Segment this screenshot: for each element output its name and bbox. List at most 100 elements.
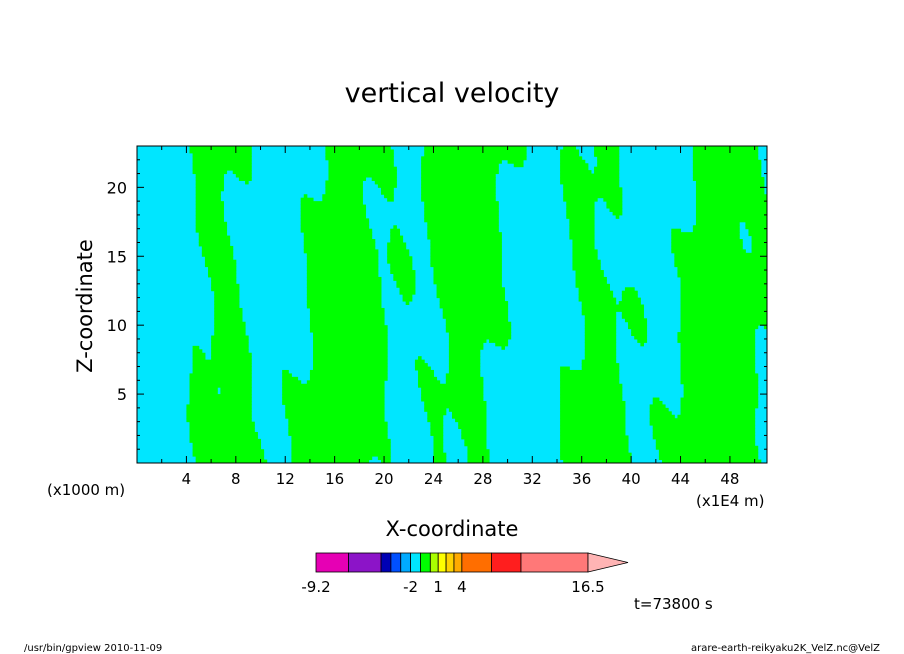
field-cell [300,221,370,226]
field-cell [433,438,444,443]
field-cell [192,159,252,164]
colorbar-segment [348,552,382,573]
colorbar-segment [491,552,522,573]
field-cell [584,325,617,330]
field-cell [186,407,252,412]
field-cell [418,356,422,361]
field-cell [572,266,601,271]
field-cell [430,259,502,264]
field-cell [621,297,641,302]
field-cell [452,411,487,416]
field-cell [745,225,767,230]
field-cell [390,266,413,271]
field-cell [680,404,759,409]
field-cell [680,373,759,378]
colorbar-segment [315,552,349,573]
field-cell [309,328,388,333]
field-cell [380,190,394,195]
field-cell [195,187,224,192]
field-cell [461,431,487,436]
field-cell [674,256,767,261]
field-cell [195,180,224,185]
field-cell [445,318,509,323]
field-cell [674,259,767,264]
field-cell [680,287,767,292]
field-cell [578,297,617,302]
field-cell [186,404,252,409]
field-cell [427,414,444,419]
field-cell [285,404,385,409]
field-cell [560,421,626,426]
field-cell [680,366,756,371]
field-cell [282,387,385,392]
field-cell [560,166,589,171]
field-cell [306,256,379,261]
field-cell [387,197,394,202]
field-cell [560,390,623,395]
field-cell [396,283,416,288]
field-cell [584,335,617,340]
field-cell [569,225,595,230]
field-cell [575,280,607,285]
field-cell [192,349,203,354]
field-cell [692,170,762,175]
field-cell [421,187,496,192]
field-cell [198,232,228,237]
field-cell [695,211,767,216]
field-cell [560,449,629,454]
field-cell [232,170,252,175]
field-cell [581,366,620,371]
field-cell [393,273,416,278]
field-cell [445,373,481,378]
field-cell [680,307,767,312]
field-cell [430,249,502,254]
field-cell [325,183,363,188]
field-cell [563,190,623,195]
field-cell [288,425,388,430]
field-cell [489,338,509,343]
field-cell [282,380,302,385]
colorbar-tick-label: 1 [433,578,443,596]
field-cell [569,235,595,240]
field-cell [658,456,759,461]
field-cell [680,349,756,354]
field-cell [427,225,499,230]
field-cell [560,380,620,385]
field-cell [433,459,447,463]
field-cell [208,270,237,274]
field-cell [421,387,484,392]
field-cell [300,214,367,219]
field-cell [563,459,632,463]
field-cell [421,194,496,199]
field-cell [303,242,376,247]
field-cell [306,280,382,285]
field-cell [192,152,252,157]
field-cell [436,294,505,299]
field-cell [387,256,413,261]
field-cell [192,452,265,457]
field-cell [436,290,505,295]
field-cell [195,228,228,233]
field-cell [569,218,595,223]
field-cell [606,204,623,209]
field-cell [569,221,595,226]
field-cell [680,311,767,316]
field-cell [424,204,499,209]
field-cell [640,342,644,347]
field-cell [680,369,756,374]
field-cell [306,297,382,302]
field-cell [671,249,746,254]
field-cell [448,342,484,347]
field-cell [594,166,620,171]
field-cell [325,149,394,154]
plot-area [137,146,767,463]
field-cell [655,445,759,450]
field-cell [680,400,759,405]
field-cell [414,366,431,371]
field-cell [680,376,759,381]
field-cell [631,332,648,337]
field-cell [414,359,425,364]
field-cell [371,177,397,181]
field-cell [439,304,509,309]
x-tick-label: 20 [375,470,394,488]
